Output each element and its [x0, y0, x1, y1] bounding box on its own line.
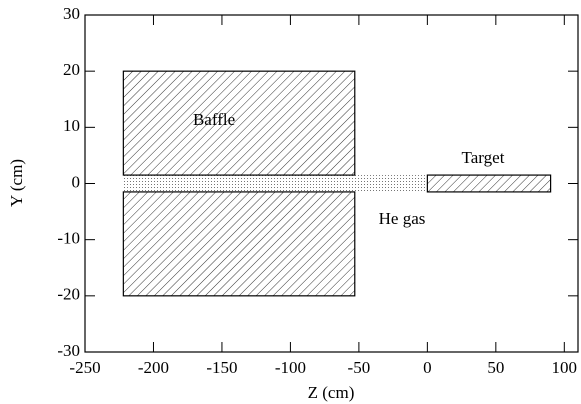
y-tick-label: 0 — [72, 172, 81, 191]
region — [426, 174, 552, 193]
region — [122, 191, 356, 297]
y-tick-label: 20 — [63, 60, 80, 79]
x-tick-label: 100 — [552, 358, 578, 377]
x-tick-label: -200 — [138, 358, 169, 377]
y-tick-label: -20 — [57, 285, 80, 304]
x-tick-label: 50 — [487, 358, 504, 377]
y-tick-label: -30 — [57, 341, 80, 360]
x-tick-label: -50 — [348, 358, 371, 377]
region — [122, 70, 356, 176]
region-label: He gas — [379, 209, 426, 228]
x-axis-title: Z (cm) — [308, 383, 355, 402]
y-tick-label: -10 — [57, 229, 80, 248]
x-tick-label: 0 — [423, 358, 432, 377]
x-tick-label: -250 — [69, 358, 100, 377]
x-tick-label: -150 — [206, 358, 237, 377]
x-tick-label: -100 — [275, 358, 306, 377]
region-label: Baffle — [193, 110, 235, 129]
region-label: Target — [462, 148, 505, 167]
y-tick-label: 10 — [63, 116, 80, 135]
y-tick-label: 30 — [63, 4, 80, 23]
region — [123, 175, 428, 192]
y-axis-title: Y (cm) — [7, 159, 26, 207]
